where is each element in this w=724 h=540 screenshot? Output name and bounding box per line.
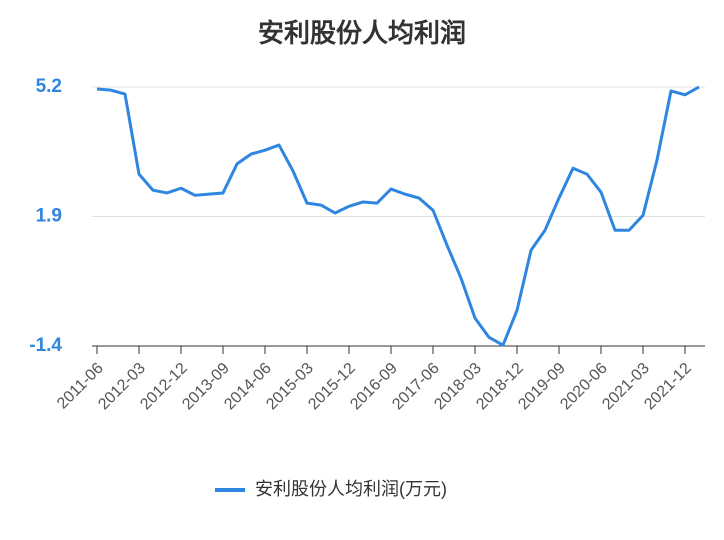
y-tick-label: -1.4	[29, 335, 62, 356]
y-tick-label: 1.9	[36, 206, 62, 227]
chart-title: 安利股份人均利润	[258, 18, 466, 48]
line-series	[96, 85, 700, 347]
y-tick-label: 5.2	[36, 76, 62, 97]
legend-label: 安利股份人均利润(万元)	[255, 479, 447, 499]
x-tick-label: 2021-12	[641, 360, 695, 414]
